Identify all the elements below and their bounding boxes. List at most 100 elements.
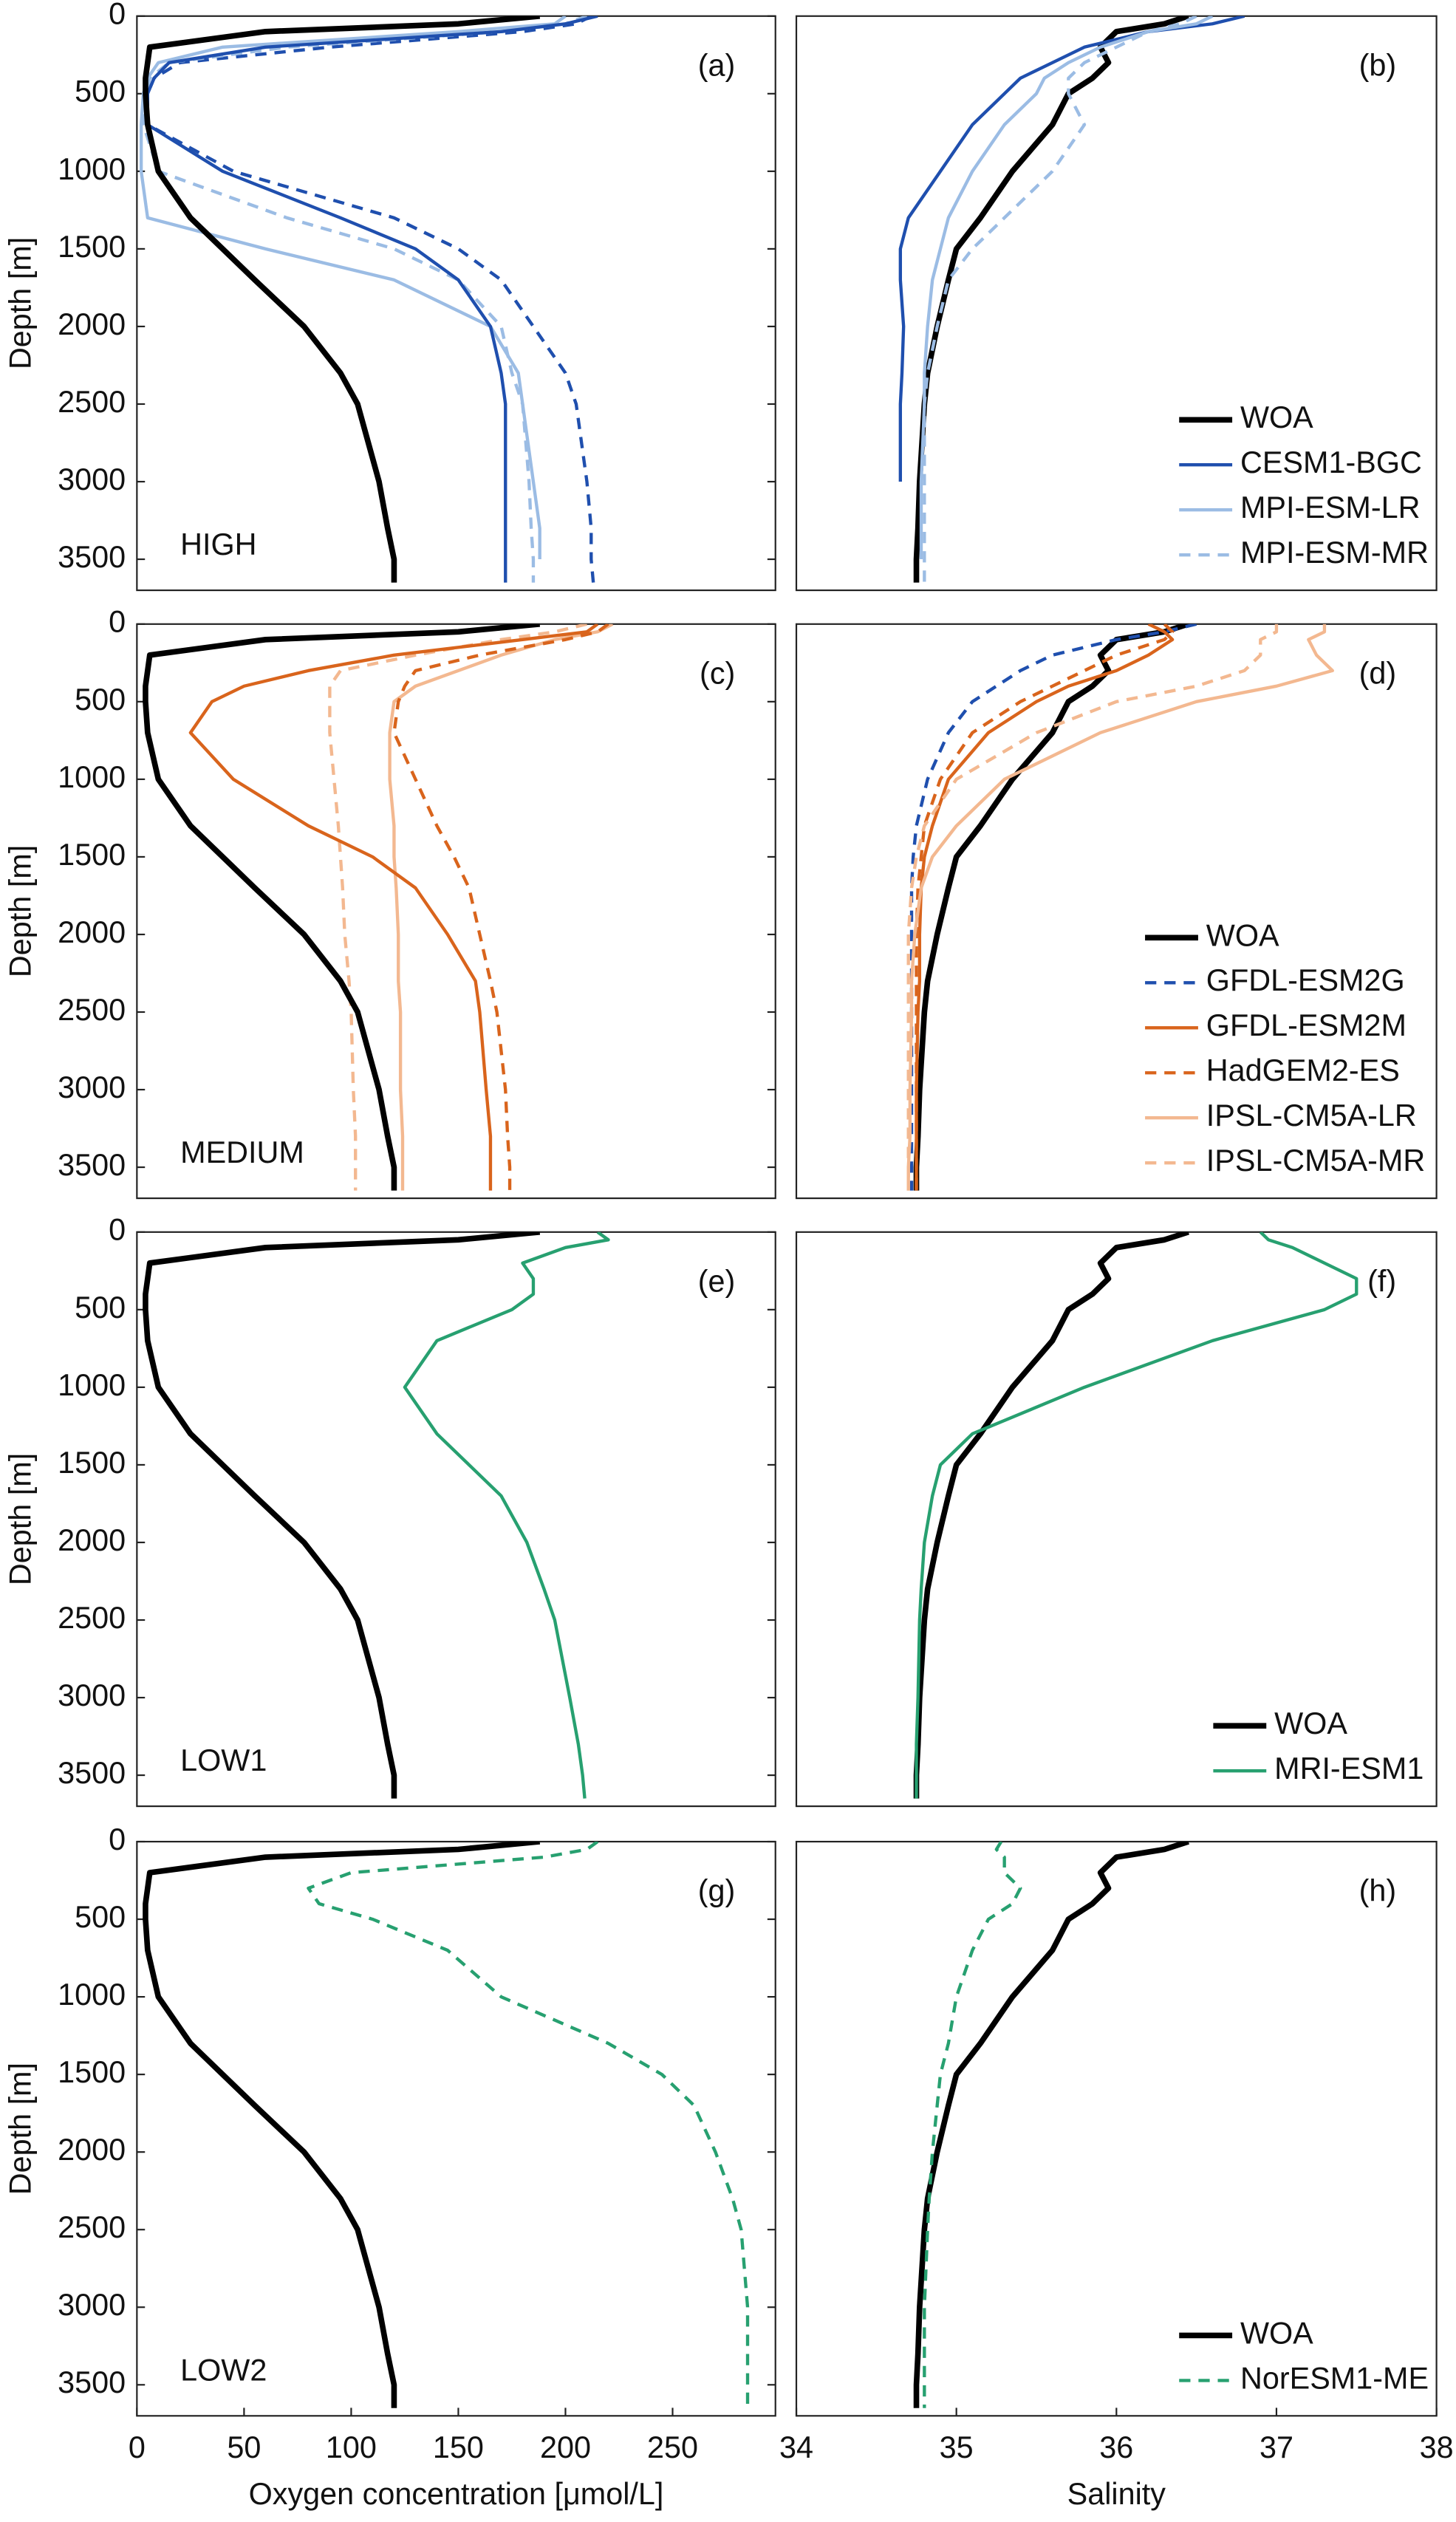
- legend-label: GFDL-ESM2M: [1206, 1008, 1407, 1042]
- panel-label: (d): [1359, 656, 1397, 690]
- panel-label: (e): [698, 1264, 736, 1298]
- y-tick-label: 0: [109, 1822, 126, 1856]
- legend-label: WOA: [1240, 400, 1313, 434]
- x-axis-label: Salinity: [1067, 2477, 1166, 2511]
- legend-label: MPI-ESM-LR: [1240, 491, 1421, 524]
- series-line: [898, 16, 1245, 482]
- y-tick-label: 1000: [58, 1368, 126, 1402]
- legend-label: IPSL-CM5A-MR: [1206, 1144, 1425, 1178]
- x-axis-label: Oxygen concentration [μmol/L]: [249, 2477, 664, 2511]
- series-line: [915, 623, 1175, 1191]
- x-tick-label: 100: [326, 2430, 377, 2464]
- legend-label: GFDL-ESM2G: [1206, 963, 1405, 997]
- series-line: [915, 1231, 1358, 1799]
- x-tick-label: 0: [129, 2430, 146, 2464]
- y-tick-label: 500: [75, 1900, 126, 1934]
- series-line: [139, 16, 567, 560]
- legend-label: NorESM1-ME: [1240, 2361, 1429, 2395]
- legend-label: WOA: [1240, 2316, 1313, 2350]
- y-tick-label: 1000: [58, 1978, 126, 2012]
- series-line: [913, 1842, 1189, 2408]
- series-line: [143, 1842, 541, 2408]
- axes-frame: [795, 1231, 1438, 1808]
- series-line: [913, 1231, 1189, 1799]
- region-label: HIGH: [180, 527, 256, 561]
- series-line: [915, 623, 1175, 1191]
- y-tick-label: 1500: [58, 2055, 126, 2089]
- y-tick-label: 1500: [58, 1446, 126, 1480]
- y-tick-label: 0: [109, 605, 126, 639]
- y-tick-label: 500: [75, 1291, 126, 1325]
- x-tick-label: 250: [647, 2430, 698, 2464]
- region-label: MEDIUM: [180, 1135, 304, 1169]
- legend-label: WOA: [1206, 918, 1279, 952]
- axes-frame: [136, 15, 776, 592]
- panel-label: (g): [698, 1874, 736, 1908]
- y-tick-label: 2000: [58, 2133, 126, 2167]
- y-tick-label: 2000: [58, 307, 126, 341]
- x-tick-label: 50: [227, 2430, 261, 2464]
- y-tick-label: 2500: [58, 1601, 126, 1635]
- y-tick-label: 0: [109, 0, 126, 31]
- y-tick-label: 2500: [58, 2210, 126, 2244]
- series-line: [143, 1231, 541, 1799]
- axes-frame: [795, 15, 1438, 592]
- y-tick-label: 3000: [58, 1678, 126, 1712]
- series-line: [909, 623, 1197, 1191]
- series-line: [923, 16, 1197, 583]
- x-tick-label: 35: [940, 2430, 974, 2464]
- series-line: [143, 623, 541, 1191]
- y-tick-label: 3000: [58, 1070, 126, 1104]
- series-line: [307, 1842, 750, 2408]
- axes-frame: [136, 1840, 776, 2417]
- legend-label: HadGEM2-ES: [1206, 1053, 1400, 1087]
- panel-label: (f): [1367, 1264, 1396, 1298]
- axes-frame: [795, 1840, 1438, 2417]
- series-line: [143, 16, 541, 583]
- series-line: [923, 1842, 1022, 2408]
- y-tick-label: 3000: [58, 462, 126, 496]
- x-tick-label: 38: [1420, 2430, 1454, 2464]
- y-axis-label: Depth [m]: [4, 237, 38, 369]
- y-tick-label: 2500: [58, 993, 126, 1027]
- panel-label: (h): [1359, 1874, 1397, 1908]
- axes-frame: [136, 623, 776, 1200]
- series-line: [188, 623, 599, 1191]
- y-tick-label: 3500: [58, 1756, 126, 1790]
- legend-label: IPSL-CM5A-LR: [1206, 1098, 1417, 1132]
- region-label: LOW1: [180, 1743, 267, 1777]
- legend-label: CESM1-BGC: [1240, 445, 1422, 479]
- legend-label: WOA: [1274, 1706, 1347, 1740]
- panel-label: (c): [700, 656, 735, 690]
- x-tick-label: 37: [1260, 2430, 1293, 2464]
- series-line: [146, 16, 595, 583]
- legend-label: MRI-ESM1: [1274, 1752, 1423, 1785]
- series-line: [403, 1231, 610, 1799]
- y-axis-label: Depth [m]: [4, 1453, 38, 1585]
- y-tick-label: 0: [109, 1213, 126, 1247]
- y-tick-label: 3500: [58, 540, 126, 574]
- series-line: [388, 623, 614, 1191]
- x-tick-label: 150: [433, 2430, 484, 2464]
- axes-frame: [795, 623, 1438, 1200]
- region-label: LOW2: [180, 2353, 267, 2387]
- legend-label: MPI-ESM-MR: [1240, 536, 1429, 570]
- y-axis-label: Depth [m]: [4, 2063, 38, 2195]
- y-tick-label: 2000: [58, 1523, 126, 1557]
- y-tick-label: 2000: [58, 915, 126, 949]
- x-tick-label: 34: [779, 2430, 813, 2464]
- x-tick-label: 36: [1099, 2430, 1133, 2464]
- y-tick-label: 3500: [58, 2365, 126, 2399]
- panel-label: (a): [698, 48, 736, 82]
- series-line: [913, 16, 1189, 583]
- y-tick-label: 1000: [58, 760, 126, 794]
- y-tick-label: 1000: [58, 152, 126, 186]
- y-tick-label: 1500: [58, 838, 126, 872]
- y-tick-label: 2500: [58, 385, 126, 419]
- y-axis-label: Depth [m]: [4, 845, 38, 977]
- y-tick-label: 500: [75, 683, 126, 717]
- series-line: [328, 623, 587, 1191]
- series-line: [913, 623, 1189, 1191]
- series-line: [392, 623, 609, 1191]
